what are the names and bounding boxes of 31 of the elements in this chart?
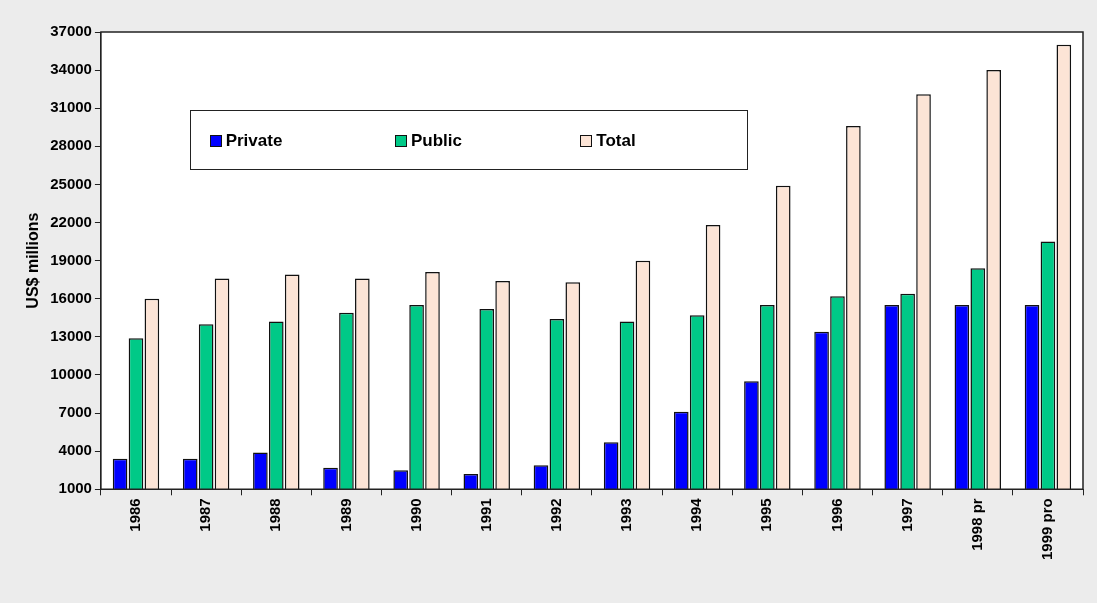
y-tick-label: 19000 xyxy=(50,250,92,268)
y-tick-label: 31000 xyxy=(50,98,92,116)
y-tick-label: 7000 xyxy=(58,403,92,421)
x-tick-label: 1995 xyxy=(757,498,775,532)
x-tick-label: 1992 xyxy=(547,498,565,532)
x-tick-label: 1997 xyxy=(897,498,915,532)
x-tick-label: 1991 xyxy=(476,498,494,532)
y-tick-label: 4000 xyxy=(58,441,92,459)
legend-label: Public xyxy=(410,131,462,151)
legend-label: Total xyxy=(596,131,636,151)
x-tick-label: 1993 xyxy=(617,498,635,532)
y-tick-label: 16000 xyxy=(50,288,92,306)
x-tick-label: 1999 pro xyxy=(1038,498,1056,560)
y-tick-label: 28000 xyxy=(50,136,92,154)
x-tick-label: 1986 xyxy=(126,498,144,532)
x-tick-label: 1988 xyxy=(266,498,284,532)
legend-label: Private xyxy=(225,131,283,151)
x-tick-label: 1998 pr xyxy=(967,498,985,551)
y-tick-label: 1000 xyxy=(58,479,92,497)
x-tick-label: 1989 xyxy=(336,498,354,532)
y-tick-label: 22000 xyxy=(50,212,92,230)
y-tick-label: 34000 xyxy=(50,60,92,78)
x-tick-label: 1987 xyxy=(196,498,214,532)
y-axis-title: US$ millions xyxy=(24,212,42,309)
y-tick-label: 37000 xyxy=(50,22,92,40)
x-tick-label: 1990 xyxy=(406,498,424,532)
x-tick-label: 1996 xyxy=(827,498,845,532)
x-tick-label: 1994 xyxy=(687,497,705,532)
y-tick-label: 25000 xyxy=(50,174,92,192)
y-tick-label: 10000 xyxy=(50,365,92,383)
y-tick-label: 13000 xyxy=(50,327,92,345)
